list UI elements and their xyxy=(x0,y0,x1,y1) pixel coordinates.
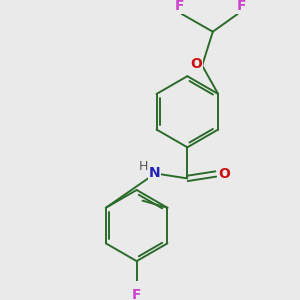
Text: F: F xyxy=(236,0,246,13)
Text: F: F xyxy=(132,288,141,300)
Text: O: O xyxy=(190,57,202,71)
Text: O: O xyxy=(218,167,230,181)
Text: N: N xyxy=(148,166,160,180)
Text: F: F xyxy=(175,0,185,13)
Text: H: H xyxy=(139,160,148,173)
